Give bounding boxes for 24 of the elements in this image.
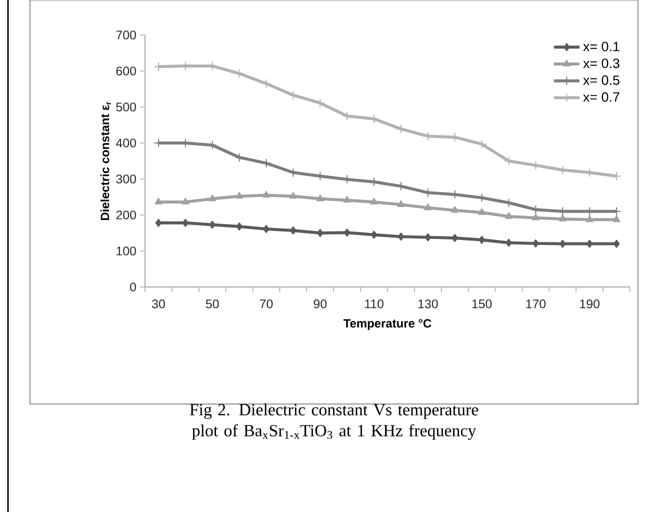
x-tick-label: 50 — [206, 299, 219, 308]
x-tick-label: 150 — [472, 299, 492, 308]
x-tick-label: 170 — [526, 299, 546, 308]
y-tick-label: 100 — [116, 246, 136, 256]
caption: Fig 2. Dielectric constant Vs temperature plot of Ba$_{x}$Sr$_{1-x}$TiO$_{3}$ at 1 KHz frequency — [190, 404, 478, 440]
x-axis-title: Temperature °C — [344, 319, 432, 330]
y-tick-label: 500 — [116, 102, 136, 112]
legend-label: x= 0.7 — [583, 92, 620, 102]
y-tick-label: 700 — [116, 30, 136, 40]
x-tick-label: 30 — [152, 299, 165, 308]
legend-label: x= 0.5 — [583, 75, 620, 85]
y-tick-label: 0 — [130, 282, 136, 292]
y-tick-label: 200 — [116, 210, 136, 220]
y-tick-label: 600 — [116, 66, 136, 76]
x-tick-label: 190 — [580, 299, 600, 308]
y-axis-title: Dielectric constant ε$_{r}$ — [100, 102, 111, 220]
x-tick-label: 110 — [365, 299, 384, 308]
x-tick-label: 130 — [418, 299, 438, 308]
legend-label: x= 0.1 — [583, 42, 620, 52]
x-tick-label: 70 — [260, 299, 273, 308]
legend-label: x= 0.3 — [583, 58, 620, 68]
x-tick-label: 90 — [314, 299, 327, 308]
y-tick-label: 400 — [116, 138, 136, 148]
y-tick-label: 300 — [116, 174, 136, 184]
